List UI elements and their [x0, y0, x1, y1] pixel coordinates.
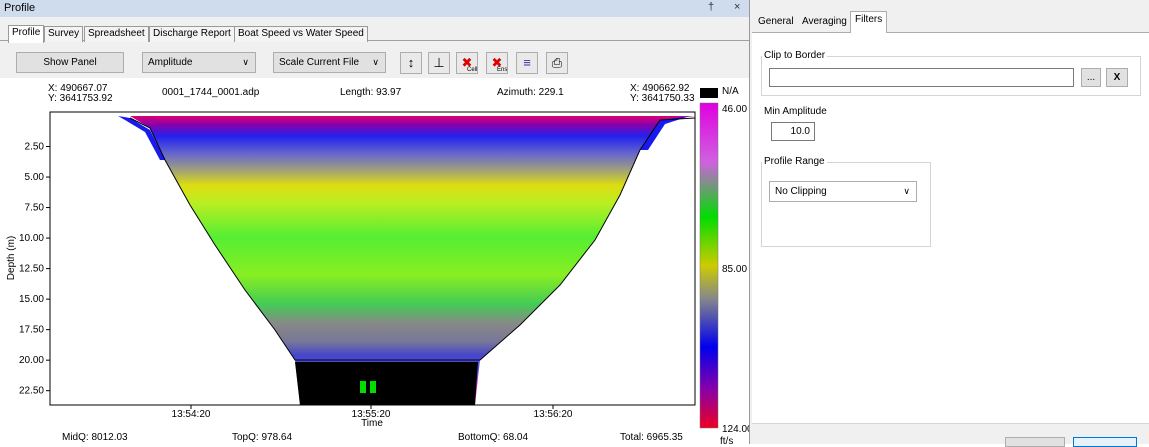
y-tick-label: 17.50 — [19, 325, 44, 336]
na-swatch — [700, 88, 718, 98]
left-y-label: Y: 3641753.92 — [48, 93, 113, 104]
tab-spreadsheet[interactable]: Spreadsheet — [84, 26, 149, 42]
delete-cell-glyph: ✖ — [461, 55, 473, 70]
panel-title: Profile — [4, 2, 36, 14]
min-amplitude-label: Min Amplitude — [762, 106, 829, 117]
y-tick-label: 5.00 — [25, 172, 45, 183]
mid-q-label: MidQ: 8012.03 — [62, 432, 128, 443]
y-tick-label: 7.50 — [25, 203, 45, 214]
x-axis-label: Time — [361, 418, 383, 429]
profile-range-group — [761, 162, 931, 247]
tab-averaging[interactable]: Averaging — [802, 16, 847, 27]
chevron-down-icon: ∨ — [903, 186, 910, 196]
browse-button[interactable]: ... — [1081, 68, 1101, 87]
scale-select[interactable]: Scale Current File ∨ — [273, 52, 386, 73]
green-cells — [360, 381, 366, 393]
delete-ens-glyph: ✖ — [491, 55, 503, 70]
delete-cell-icon[interactable]: ✖ Cell — [456, 52, 478, 74]
clip-border-group — [761, 56, 1141, 96]
y-tick-label: 22.50 — [19, 386, 44, 397]
min-amplitude-input[interactable]: 10.0 — [771, 122, 815, 141]
color-scale-icon[interactable]: ≡ — [516, 52, 538, 74]
length-label: Length: 93.97 — [340, 87, 402, 98]
chevron-down-icon: ∨ — [372, 57, 379, 67]
x-tick-label: 13:56:20 — [534, 409, 573, 420]
x-tick-label: 13:54:20 — [172, 409, 211, 420]
pin-icon[interactable]: † — [708, 1, 715, 13]
left-edge — [118, 116, 165, 160]
y-tick-label: 12.50 — [19, 264, 44, 275]
colorbar-tick-top: 46.00 — [722, 104, 747, 115]
bottom-track-line — [129, 117, 695, 361]
green-cells-2 — [370, 381, 376, 393]
right-y-label: Y: 3641750.33 — [630, 93, 695, 104]
delete-ens-icon[interactable]: ✖ Ens — [486, 52, 508, 74]
colorbar — [699, 102, 719, 429]
total-q-label: Total: 6965.35 — [620, 432, 683, 443]
profile-range-select[interactable]: No Clipping ∨ — [769, 181, 917, 202]
unit-label: ft/s — [720, 436, 734, 447]
scale-select-value: Scale Current File — [279, 57, 360, 68]
left-x-label: X: 490667.07 — [48, 83, 108, 94]
footer-button-1[interactable] — [1005, 437, 1065, 447]
show-panel-button[interactable]: Show Panel — [16, 52, 124, 73]
colorbar-tick-mid: 85.00 — [722, 264, 747, 275]
tab-boat-speed[interactable]: Boat Speed vs Water Speed — [234, 26, 368, 42]
tab-general[interactable]: General — [758, 16, 794, 27]
y-tick-label: 15.00 — [19, 294, 44, 305]
y-axis: 2.50 5.00 7.50 10.00 12.50 15.00 17.50 20.00 22.… — [19, 142, 50, 397]
clear-border-button[interactable]: X — [1106, 68, 1128, 87]
x-axis: 13:54:20 13:55:20 13:56:20 — [172, 405, 573, 420]
colorbar-tick-bottom: 124.00 — [722, 424, 753, 435]
na-label: N/A — [722, 86, 739, 97]
right-x-label: X: 490662.92 — [630, 83, 690, 94]
footer-button-2[interactable] — [1073, 437, 1137, 447]
variable-select[interactable]: Amplitude ∨ — [142, 52, 256, 73]
profile-heatmap — [50, 116, 695, 405]
variable-select-value: Amplitude — [148, 57, 193, 68]
y-tick-label: 20.00 — [19, 355, 44, 366]
print-icon[interactable]: ⎙ — [546, 52, 568, 74]
ens-label: Ens — [497, 67, 508, 73]
bottom-line-icon[interactable]: ⊥ — [428, 52, 450, 74]
profile-range-label: Profile Range — [762, 156, 827, 167]
chevron-down-icon: ∨ — [242, 57, 249, 67]
tab-profile[interactable]: Profile — [8, 25, 45, 43]
right-edge — [640, 116, 690, 150]
x-tick-label: 13:55:20 — [352, 409, 391, 420]
profile-cross-section — [50, 116, 695, 405]
azimuth-label: Azimuth: 229.1 — [497, 87, 564, 98]
tab-filters[interactable]: Filters — [850, 11, 888, 33]
cell-label: Cell — [467, 67, 478, 73]
filename-label: 0001_1744_0001.adp — [162, 87, 260, 98]
profile-range-value: No Clipping — [775, 186, 827, 197]
y-tick-label: 2.50 — [25, 142, 45, 153]
settings-content — [752, 32, 1149, 444]
bottom-q-label: BottomQ: 68.04 — [458, 432, 529, 443]
clip-border-input[interactable] — [769, 68, 1074, 87]
bottom-region — [295, 362, 478, 405]
clip-border-label: Clip to Border — [762, 50, 828, 61]
y-tick-label: 10.00 — [19, 233, 44, 244]
panel-titlebar — [0, 0, 749, 17]
top-q-label: TopQ: 978.64 — [232, 432, 293, 443]
y-axis-label: Depth (m) — [6, 236, 17, 280]
swap-icon[interactable]: ↕ — [400, 52, 422, 74]
close-icon[interactable]: × — [734, 1, 741, 13]
tab-survey[interactable]: Survey — [44, 26, 84, 42]
